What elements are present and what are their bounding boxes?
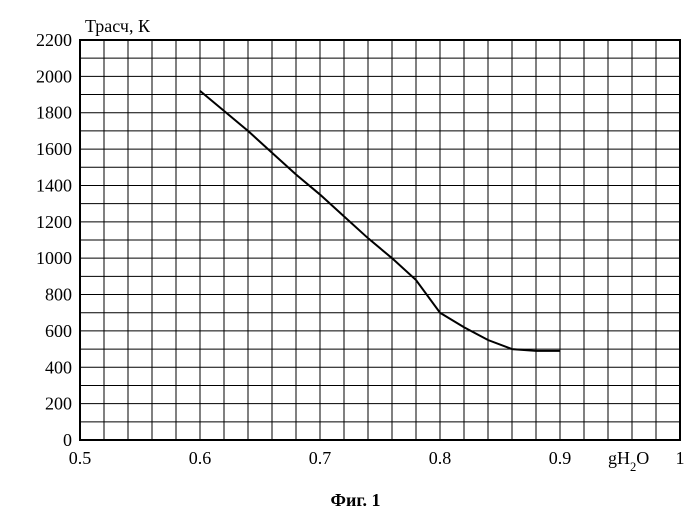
y-tick-label: 1600 [36, 139, 72, 159]
y-tick-label: 400 [45, 357, 72, 377]
y-tick-label: 2200 [36, 30, 72, 50]
y-tick-label: 600 [45, 321, 72, 341]
x-tick-label: 0.9 [549, 448, 572, 468]
x-tick-label: 0.5 [69, 448, 92, 468]
y-tick-label: 200 [45, 394, 72, 414]
y-tick-label: 1400 [36, 175, 72, 195]
chart-container: 0 200 400 600 800 1000 1200 1400 1600 1800 2000 220… [10, 10, 691, 511]
line-chart: 0 200 400 600 800 1000 1200 1400 1600 1800 2000 220… [10, 10, 691, 490]
y-tick-label: 1800 [36, 103, 72, 123]
x-axis-title: gH2O [608, 448, 649, 474]
y-axis-title: Трасч, К [85, 16, 151, 36]
y-tick-label: 800 [45, 285, 72, 305]
figure-caption: Фиг. 1 [10, 490, 691, 511]
y-tick-label: 0 [63, 430, 72, 450]
grid [80, 40, 680, 440]
x-tick-label: 0.7 [309, 448, 332, 468]
x-tick-label: 0.8 [429, 448, 452, 468]
x-tick-label: 1 [676, 448, 685, 468]
y-tick-label: 2000 [36, 66, 72, 86]
x-tick-label: 0.6 [189, 448, 212, 468]
data-series [200, 91, 560, 351]
y-tick-label: 1000 [36, 248, 72, 268]
y-tick-label: 1200 [36, 212, 72, 232]
